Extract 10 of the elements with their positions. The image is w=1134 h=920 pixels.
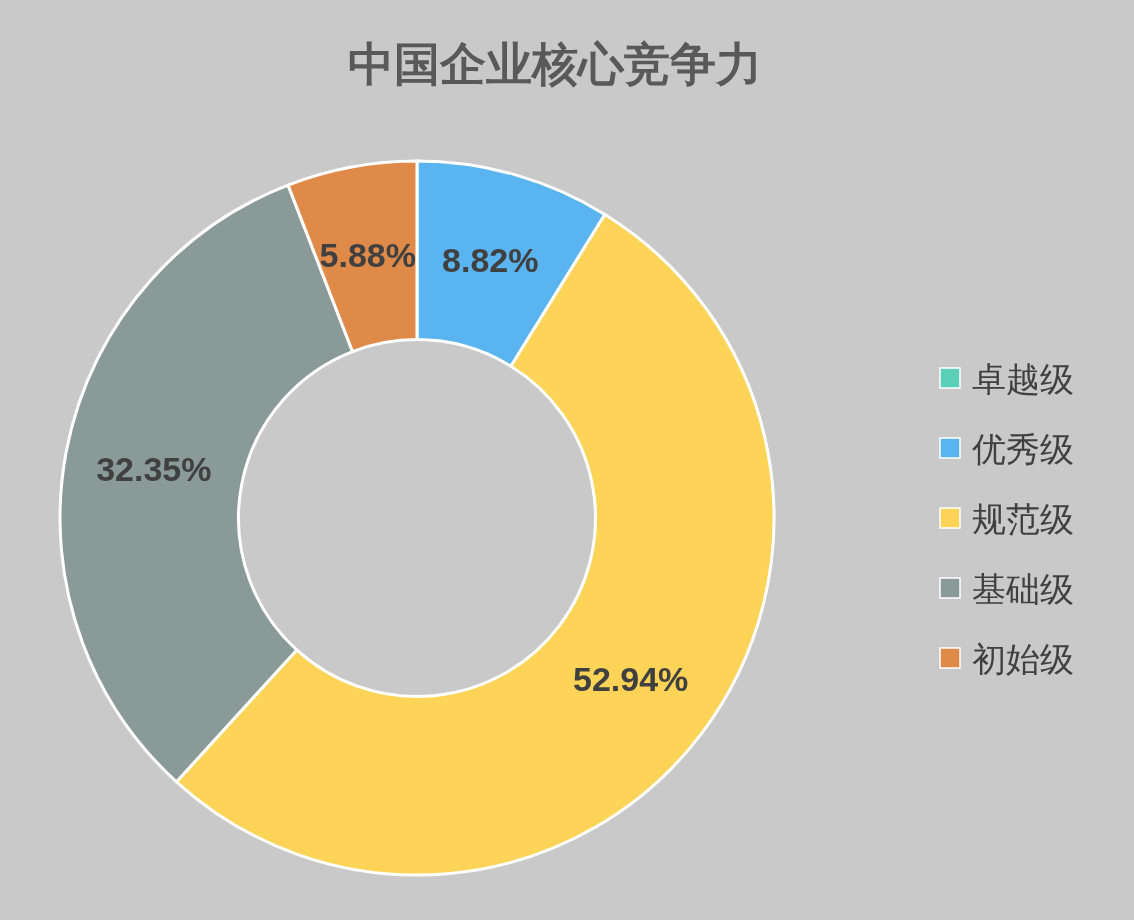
chart-title: 中国企业核心竞争力 [348,37,762,91]
legend-label: 卓越级 [972,359,1074,399]
data-label: 32.35% [96,449,212,488]
legend-label: 优秀级 [972,429,1074,469]
data-label: 52.94% [573,660,689,699]
data-label: 5.88% [319,235,417,274]
legend-label: 初始级 [972,639,1074,679]
data-label: 8.82% [442,241,539,280]
legend-label: 基础级 [972,569,1074,609]
legend-label: 规范级 [972,499,1074,539]
